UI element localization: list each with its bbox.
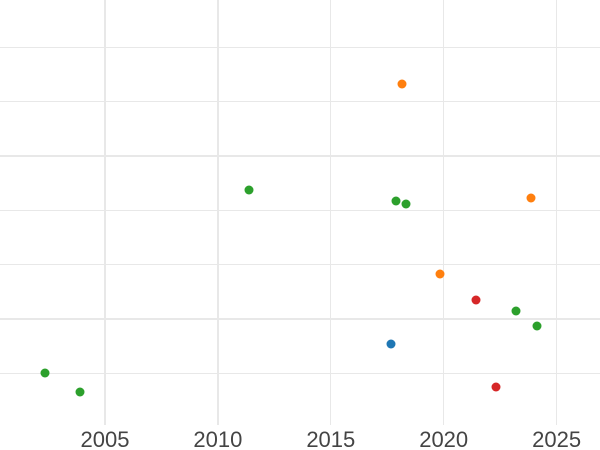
vertical-gridline <box>217 0 219 425</box>
x-axis-tick-label: 2010 <box>193 427 243 450</box>
x-axis-tick-label: 2020 <box>419 427 469 450</box>
horizontal-gridline <box>0 155 600 157</box>
horizontal-gridline <box>0 263 600 266</box>
horizontal-gridline <box>0 209 600 211</box>
scatter-point-red <box>491 382 501 392</box>
scatter-point-green <box>40 368 50 378</box>
scatter-point-green <box>401 199 411 209</box>
scatter-point-green <box>75 387 85 397</box>
x-axis-tick-label: 2025 <box>532 427 582 450</box>
scatter-point-orange <box>526 193 536 203</box>
horizontal-gridline <box>0 372 600 374</box>
scatter-point-green <box>532 321 542 331</box>
scatter-point-blue <box>386 339 396 349</box>
vertical-gridline <box>104 0 106 425</box>
scatter-point-red <box>471 295 481 305</box>
scatter-point-green <box>511 306 521 316</box>
vertical-gridline <box>330 0 332 425</box>
x-axis-tick-label: 2015 <box>306 427 356 450</box>
vertical-gridline <box>555 0 558 425</box>
x-axis-tick-label: 2005 <box>80 427 130 450</box>
horizontal-gridline <box>0 101 600 103</box>
scatter-point-green <box>244 185 254 195</box>
scatter-point-orange <box>435 269 445 279</box>
horizontal-gridline <box>0 318 600 320</box>
scatter-point-orange <box>397 79 407 89</box>
horizontal-gridline <box>0 46 600 49</box>
vertical-gridline <box>443 0 445 425</box>
scatter-point-green <box>391 196 401 206</box>
